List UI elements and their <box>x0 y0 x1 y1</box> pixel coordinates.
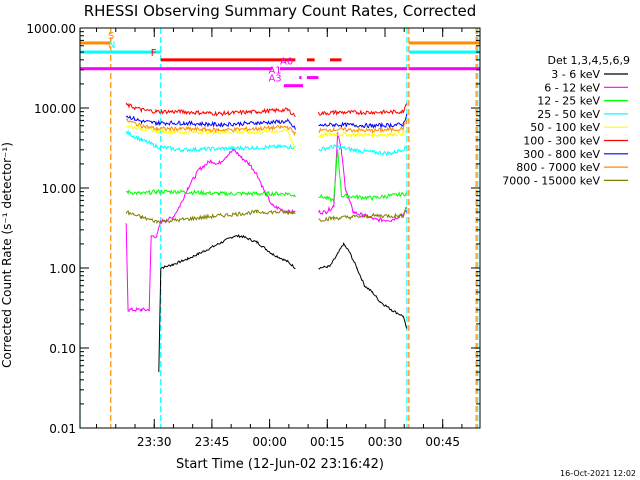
flag-label: N <box>108 40 115 51</box>
series-line <box>125 113 408 130</box>
flag-bar <box>299 76 302 80</box>
flag-bar <box>306 58 315 62</box>
flag-label: F <box>151 48 157 59</box>
series-line <box>125 149 408 203</box>
flag-bar <box>408 50 480 54</box>
flag-bar <box>280 67 407 71</box>
y-tick-label: 1.00 <box>49 262 76 276</box>
legend-label: 7000 - 15000 keV <box>502 174 600 187</box>
x-tick-label: 00:30 <box>368 435 403 449</box>
legend-label: 100 - 300 keV <box>523 135 600 148</box>
flag-bar <box>80 67 273 71</box>
y-tick-label: 10.00 <box>42 182 76 196</box>
flag-bar <box>283 84 304 88</box>
series-line <box>125 117 408 137</box>
chart-title: RHESSI Observing Summary Count Rates, Co… <box>84 2 477 20</box>
y-tick-label: 0.01 <box>49 422 76 436</box>
x-tick-label: 00:00 <box>252 435 287 449</box>
flag-label: S <box>108 31 114 42</box>
timestamp: 16-Oct-2021 12:02 <box>560 469 636 478</box>
flag-label: A1 <box>268 66 281 77</box>
flag-label: A0 <box>280 57 293 68</box>
legend-title: Det 1,3,4,5,6,9 <box>547 54 630 67</box>
y-tick-label: 0.10 <box>49 342 76 356</box>
plot-frame <box>79 27 481 429</box>
flag-label: A3 <box>268 74 281 85</box>
series-line <box>125 102 408 118</box>
series-line <box>125 129 408 157</box>
y-tick-label: 1000.00 <box>26 22 76 36</box>
series-line <box>158 234 408 373</box>
legend-label: 300 - 800 keV <box>523 148 600 161</box>
flag-bar <box>408 67 480 71</box>
x-axis-label: Start Time (12-Jun-02 23:16:42) <box>176 457 384 472</box>
legend-label: 6 - 12 keV <box>544 81 600 94</box>
flag-bar <box>330 58 342 62</box>
flag-bar <box>80 41 111 45</box>
flag-bar <box>160 58 296 62</box>
legend-label: 3 - 6 keV <box>551 68 600 81</box>
flag-bar <box>306 76 319 80</box>
legend-label: 12 - 25 keV <box>537 95 600 108</box>
legend-label: 50 - 100 keV <box>530 121 600 134</box>
x-tick-label: 23:45 <box>195 435 230 449</box>
flag-bar <box>408 41 480 45</box>
flag-bar <box>80 50 161 54</box>
legend-label: 800 - 7000 keV <box>516 161 600 174</box>
x-tick-label: 00:45 <box>425 435 460 449</box>
axes: 1000.00 100.00 10.00 1.00 0.10 0.01 23:30 23:45… <box>26 22 481 449</box>
x-tick-label: 00:15 <box>310 435 345 449</box>
series-line <box>125 206 408 225</box>
x-tick-label: 23:30 <box>137 435 172 449</box>
y-tick-label: 100.00 <box>34 102 76 116</box>
legend-label: 25 - 50 keV <box>537 108 600 121</box>
y-axis-label: Corrected Count Rate (s⁻¹ detector⁻¹) <box>0 142 14 368</box>
